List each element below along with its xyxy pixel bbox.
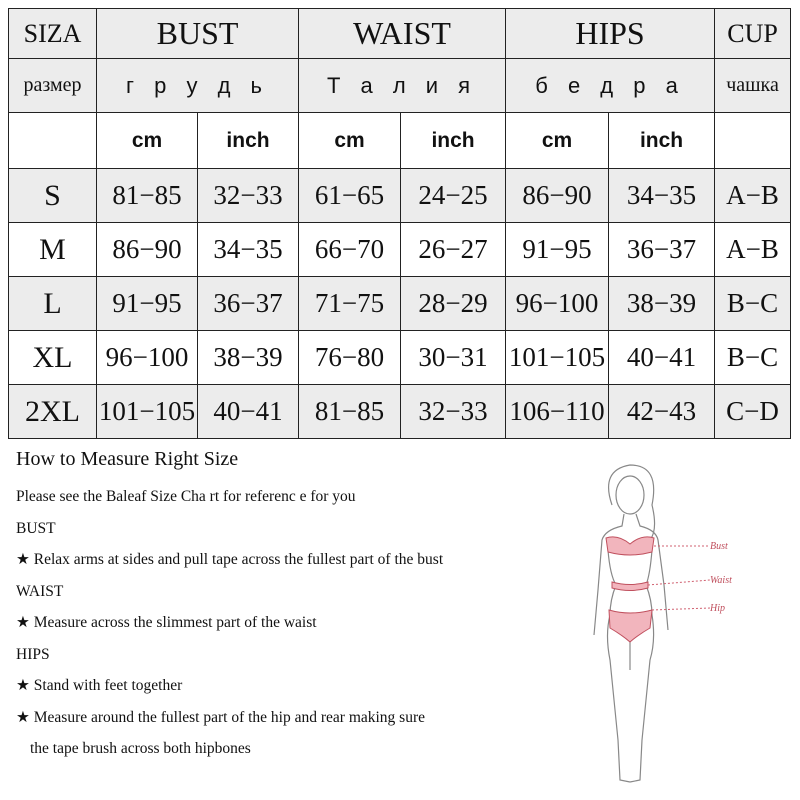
measurement-cell: 101−105: [505, 330, 610, 385]
measurement-cell: 86−90: [96, 222, 198, 277]
measure-lines: [647, 545, 711, 611]
size-row: M 86−90 34−35 66−70 26−27 91−95 36−37 A−B: [8, 222, 792, 277]
measurement-cell: A−B: [714, 222, 792, 277]
measurement-cell: 86−90: [505, 168, 610, 223]
header-row: SIZA BUST WAIST HIPS CUP: [8, 8, 792, 59]
size-label: XL: [8, 330, 97, 385]
measurement-cell: 34−35: [196, 222, 300, 277]
measurement-cell: 81−85: [96, 168, 198, 223]
body-measurement-figure: Bust Waist Hip: [593, 464, 732, 783]
header-row-russian: размер г р у д ь Т а л и я б е д р а чаш…: [8, 58, 792, 113]
hips-tip-2-cont: the tape brush across both hipbones: [30, 740, 251, 757]
measurement-cell: 61−65: [298, 168, 402, 223]
size-label: M: [8, 222, 97, 277]
header-waist: WAIST: [298, 8, 507, 59]
bust-heading: BUST: [16, 519, 56, 537]
measurement-cell: 36−37: [608, 222, 716, 277]
measurement-cell: A−B: [714, 168, 792, 223]
header-size-ru: размер: [8, 58, 97, 113]
measurement-cell: 76−80: [298, 330, 402, 385]
measurement-cell: 36−37: [196, 276, 300, 331]
woman-outline: [593, 464, 669, 783]
measurement-cell: 32−33: [400, 384, 507, 439]
measure-guide: How to Measure Right Size Please see the…: [16, 448, 536, 765]
unit-cell: inch: [196, 112, 300, 169]
measurement-cell: 26−27: [400, 222, 507, 277]
measurement-cell: 28−29: [400, 276, 507, 331]
size-label: S: [8, 168, 97, 223]
measurement-cell: 101−105: [96, 384, 198, 439]
header-cup-ru: чашка: [714, 58, 792, 113]
unit-cell: cm: [505, 112, 610, 169]
measurement-cell: 106−110: [505, 384, 610, 439]
measurement-cell: 91−95: [96, 276, 198, 331]
measurement-cell: 38−39: [196, 330, 300, 385]
header-bust-ru: г р у д ь: [95, 58, 300, 113]
measurement-cell: 24−25: [400, 168, 507, 223]
hips-tip-1: ★ Stand with feet together: [16, 677, 183, 694]
measurement-cell: 30−31: [400, 330, 507, 385]
header-bust: BUST: [95, 8, 300, 59]
header-size: SIZA: [8, 8, 97, 59]
figure-label-bust: Bust: [710, 541, 728, 552]
measurement-cell: 42−43: [608, 384, 716, 439]
size-row: S 81−85 32−33 61−65 24−25 86−90 34−35 A−B: [8, 168, 792, 223]
measurement-cell: C−D: [714, 384, 792, 439]
size-row: L 91−95 36−37 71−75 28−29 96−100 38−39 B−C: [8, 276, 792, 331]
measurement-cell: 40−41: [608, 330, 716, 385]
swimsuit: [605, 536, 655, 643]
size-label: 2XL: [8, 384, 97, 439]
measurement-cell: 32−33: [196, 168, 300, 223]
waist-heading: WAIST: [16, 582, 64, 600]
figure-label-hip: Hip: [709, 603, 725, 614]
measurement-cell: 91−95: [505, 222, 610, 277]
figure-label-waist: Waist: [710, 575, 732, 586]
measurement-cell: 81−85: [298, 384, 402, 439]
guide-title: How to Measure Right Size: [16, 448, 239, 470]
measurement-cell: 34−35: [608, 168, 716, 223]
hips-tip-2: ★ Measure around the fullest part of the…: [16, 708, 426, 726]
size-label: L: [8, 276, 97, 331]
units-empty: [8, 112, 97, 169]
measurement-cell: 96−100: [505, 276, 610, 331]
units-row: cm inch cm inch cm inch: [8, 112, 792, 169]
size-row: 2XL 101−105 40−41 81−85 32−33 106−110 42−43 C−D: [8, 384, 792, 439]
header-hips-ru: б е д р а: [505, 58, 716, 113]
unit-cell: inch: [608, 112, 716, 169]
header-hips: HIPS: [505, 8, 716, 59]
hips-heading: HIPS: [16, 645, 50, 663]
header-cup: CUP: [714, 8, 792, 59]
measurement-cell: 38−39: [608, 276, 716, 331]
units-empty: [714, 112, 792, 169]
unit-cell: cm: [96, 112, 198, 169]
size-row: XL 96−100 38−39 76−80 30−31 101−105 40−41 B−C: [8, 330, 792, 385]
measurement-cell: 96−100: [96, 330, 198, 385]
unit-cell: inch: [400, 112, 507, 169]
measurement-cell: B−C: [714, 330, 792, 385]
measurement-cell: 71−75: [298, 276, 402, 331]
measurement-cell: 40−41: [196, 384, 300, 439]
measurement-cell: B−C: [714, 276, 792, 331]
guide-intro: Please see the Baleaf Size Cha rt for re…: [16, 488, 356, 505]
header-waist-ru: Т а л и я: [298, 58, 507, 113]
size-chart-table: SIZA BUST WAIST HIPS CUP размер г р у д …: [8, 8, 792, 439]
measurement-cell: 66−70: [298, 222, 402, 277]
bust-tip: ★ Relax arms at sides and pull tape acro…: [16, 551, 444, 568]
waist-tip: ★ Measure across the slimmest part of th…: [16, 614, 317, 631]
unit-cell: cm: [298, 112, 402, 169]
